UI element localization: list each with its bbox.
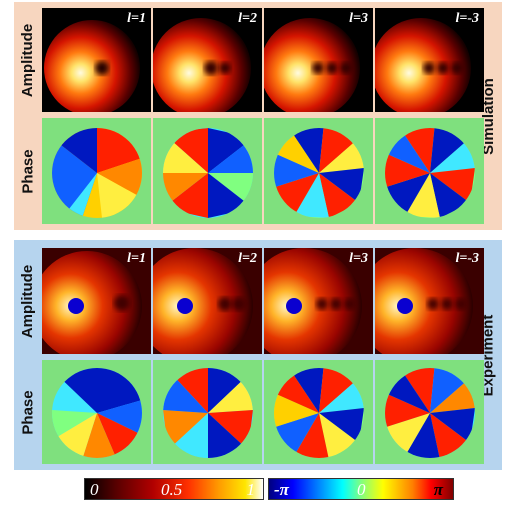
phase-label-text: Phase [19,148,37,194]
amplitude-colorbar: 0 0.5 1 [84,478,264,500]
phase-colorbar-mid: 0 [357,480,366,499]
sim-phase-l1 [42,118,151,224]
sim-amplitude-l3: l=3 [264,8,373,112]
exp-phase-l3 [264,360,373,464]
phase-row-label: Phase [16,118,40,224]
experiment-panel: Amplitude Phase Experiment l=1 l=2 l=3 l… [14,240,502,470]
sim-phase-l3 [264,118,373,224]
simulation-panel: Amplitude Phase Simulation l=1 l=2 l=3 l… [14,2,502,230]
exp-phase-lm3 [375,360,484,464]
phase-colorbar: -π 0 π [268,478,454,500]
sim-amplitude-l1: l=1 [42,8,151,112]
phase-colorbar-max: π [433,480,443,499]
exp-col-label-lm3: l=-3 [455,251,479,266]
exp-col-label-l3: l=3 [349,251,368,266]
sim-col-label-lm3: l=-3 [455,11,479,26]
exp-amplitude-lm3: l=-3 [375,248,484,354]
sim-col-label-l2: l=2 [238,11,257,26]
phase-colorbar-min: -π [274,480,289,499]
exp-phase-l1 [42,360,151,464]
sim-amplitude-lm3: l=-3 [375,8,484,112]
exp-col-label-l1: l=1 [127,251,146,266]
exp-col-label-l2: l=2 [238,251,257,266]
sim-amplitude-l2: l=2 [153,8,262,112]
amp-colorbar-min: 0 [90,480,99,499]
amp-colorbar-max: 1 [246,480,256,499]
exp-amplitude-l1: l=1 [42,248,151,354]
amplitude-label-text: Amplitude [19,23,37,97]
exp-amplitude-l3: l=3 [264,248,373,354]
sim-phase-l2 [153,118,262,224]
exp-amplitude-label-text: Amplitude [19,264,37,338]
sim-phase-lm3 [375,118,484,224]
exp-amplitude-row-label: Amplitude [16,248,40,354]
exp-amplitude-l2: l=2 [153,248,262,354]
sim-col-label-l3: l=3 [349,11,368,26]
exp-phase-label-text: Phase [19,389,37,435]
exp-phase-l2 [153,360,262,464]
amplitude-row-label: Amplitude [16,8,40,112]
sim-col-label-l1: l=1 [127,11,146,26]
exp-phase-row-label: Phase [16,360,40,464]
amp-colorbar-mid: 0.5 [161,480,183,499]
